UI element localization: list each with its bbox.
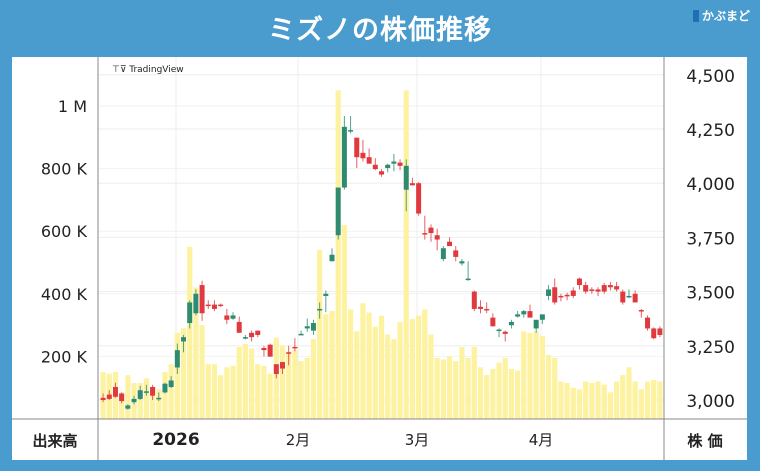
svg-text:3,500: 3,500 (686, 284, 735, 304)
svg-text:2026: 2026 (152, 430, 199, 450)
svg-text:株 価: 株 価 (687, 432, 722, 450)
candlesticks (100, 115, 663, 410)
price-volume-chart: 3,000 3,250 3,500 3,750 4,000 4,250 4,500 200 K… (12, 57, 747, 460)
svg-text:200 K: 200 K (41, 347, 88, 366)
svg-text:3月: 3月 (405, 431, 430, 449)
svg-text:4月: 4月 (529, 431, 554, 449)
svg-text:1 M: 1 M (58, 97, 87, 116)
chart-panel: 3,000 3,250 3,500 3,750 4,000 4,250 4,500 200 K… (12, 57, 747, 460)
page-title: ミズノの株価推移 (0, 0, 760, 54)
brand-logo: かぶまど (692, 7, 750, 24)
svg-text:4,500: 4,500 (686, 67, 735, 87)
svg-text:4,000: 4,000 (686, 175, 735, 195)
svg-text:3,000: 3,000 (686, 392, 735, 412)
book-icon (692, 9, 699, 22)
volume-bars (100, 90, 663, 419)
svg-text:800 K: 800 K (41, 160, 88, 179)
svg-text:出来高: 出来高 (32, 432, 77, 450)
title-text: ミズノの株価推移 (268, 14, 492, 46)
svg-text:3,250: 3,250 (686, 338, 735, 358)
tradingview-watermark: ⊤⊽ TradingView (112, 65, 184, 75)
svg-text:400 K: 400 K (41, 285, 88, 304)
svg-text:2月: 2月 (286, 431, 311, 449)
svg-text:4,250: 4,250 (686, 121, 735, 141)
axes: 3,000 3,250 3,500 3,750 4,000 4,250 4,500 200 K… (12, 57, 747, 460)
svg-text:3,750: 3,750 (686, 229, 735, 249)
svg-text:600 K: 600 K (41, 222, 88, 241)
brand-text: かぶまど (701, 9, 750, 23)
